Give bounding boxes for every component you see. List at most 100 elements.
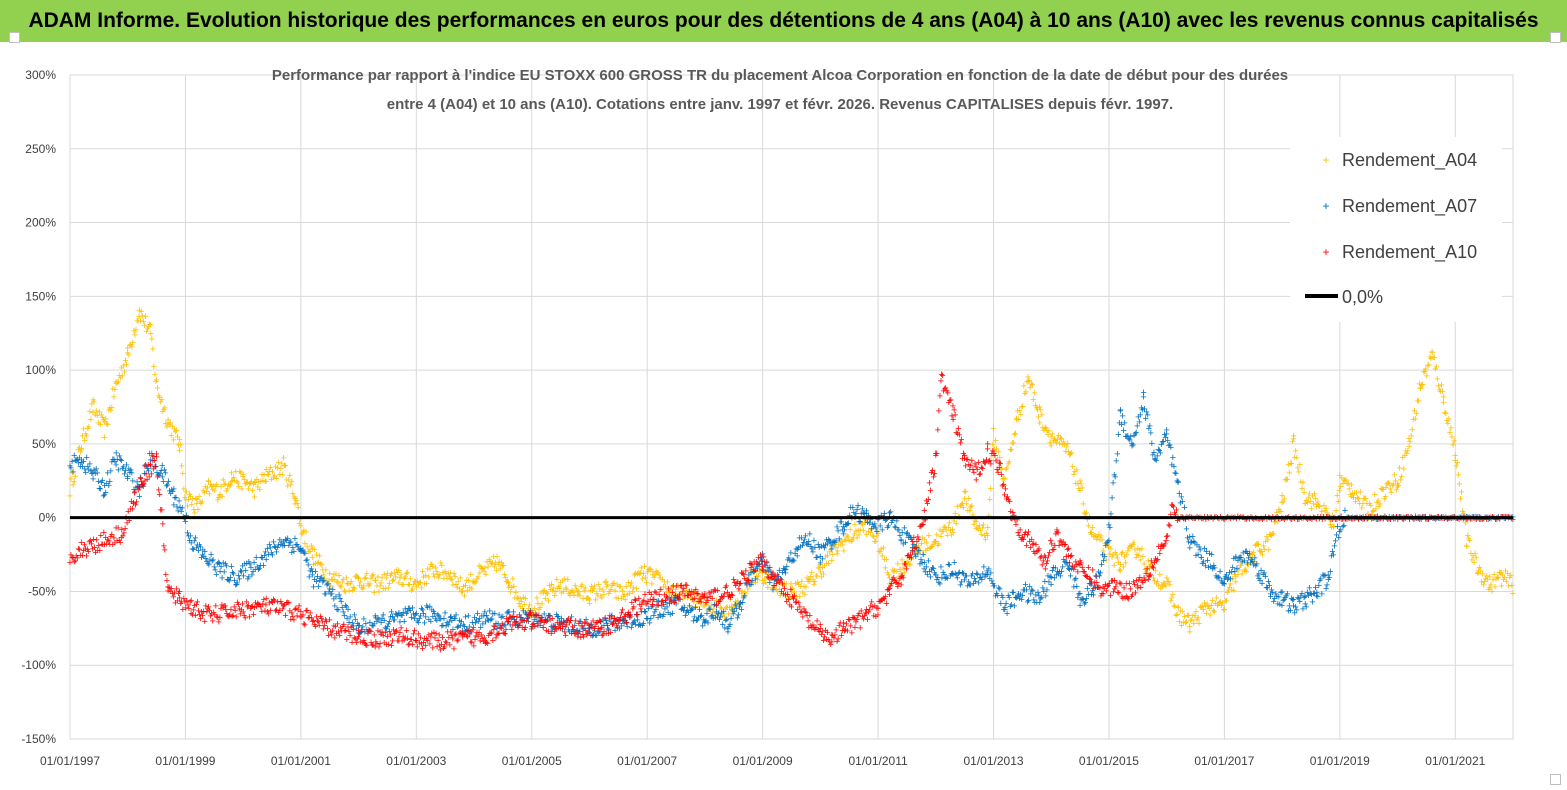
data-point: +	[620, 591, 626, 603]
data-point: +	[969, 501, 975, 513]
data-point: +	[574, 586, 580, 598]
data-point: +	[497, 564, 503, 576]
data-point: +	[343, 573, 349, 585]
data-point: +	[283, 474, 289, 486]
data-point: +	[1011, 429, 1017, 441]
data-point: +	[169, 421, 175, 433]
data-point: +	[524, 607, 530, 619]
data-point: +	[228, 476, 234, 488]
data-point: +	[562, 573, 568, 585]
data-point: +	[335, 577, 341, 589]
data-point: +	[904, 560, 910, 572]
data-point: +	[487, 556, 493, 568]
series-Rendement_A04: ++++++++++++++++++++++++++++++++++++++++…	[67, 305, 1516, 639]
data-point: +	[602, 577, 608, 589]
data-point: +	[373, 575, 379, 587]
banner-title: ADAM Informe. Evolution historique des p…	[28, 9, 1538, 33]
data-point: +	[1050, 435, 1056, 447]
data-point: +	[150, 343, 156, 355]
data-point: +	[935, 424, 941, 436]
data-point: +	[398, 570, 404, 582]
data-point: +	[1013, 414, 1019, 426]
data-point: +	[275, 457, 281, 469]
data-point: +	[311, 544, 317, 556]
data-point: +	[704, 597, 710, 609]
resize-handle-bottom-right[interactable]	[1550, 774, 1561, 785]
data-point: +	[595, 590, 601, 602]
data-point: +	[658, 584, 664, 596]
data-point: +	[225, 479, 231, 491]
data-point: +	[210, 481, 216, 493]
data-point: +	[107, 403, 113, 415]
data-point: +	[365, 579, 371, 591]
data-point: +	[565, 574, 571, 586]
data-point: +	[949, 524, 955, 536]
data-point: +	[875, 528, 881, 540]
data-point: +	[1001, 473, 1007, 485]
data-point: +	[707, 604, 713, 616]
data-point: +	[141, 320, 147, 332]
data-point: +	[174, 432, 180, 444]
data-point: +	[682, 591, 688, 603]
data-point: +	[696, 591, 702, 603]
data-point: +	[338, 582, 344, 594]
data-point: +	[758, 564, 764, 576]
data-point: +	[99, 412, 105, 424]
data-point: +	[670, 590, 676, 602]
data-point: +	[371, 587, 377, 599]
data-point: +	[871, 531, 877, 543]
data-point: +	[636, 569, 642, 581]
data-point: +	[544, 588, 550, 600]
data-point: +	[641, 561, 647, 573]
resize-handle-top-right[interactable]	[1550, 32, 1561, 43]
data-point: +	[847, 524, 853, 536]
data-point: +	[633, 583, 639, 595]
data-point: +	[455, 576, 461, 588]
resize-handle-top-left[interactable]	[9, 32, 20, 43]
data-point: +	[355, 573, 361, 585]
data-point: +	[124, 343, 130, 355]
data-point: +	[558, 587, 564, 599]
data-point: +	[708, 600, 714, 612]
data-point: +	[241, 474, 247, 486]
data-point: +	[356, 580, 362, 592]
data-point: +	[405, 579, 411, 591]
data-point: +	[745, 583, 751, 595]
data-point: +	[270, 472, 276, 484]
data-point: +	[616, 581, 622, 593]
data-point: +	[394, 567, 400, 579]
data-point: +	[457, 573, 463, 585]
data-point: +	[176, 434, 182, 446]
data-point: +	[170, 435, 176, 447]
data-point: +	[953, 518, 959, 530]
data-point: +	[352, 572, 358, 584]
data-point: +	[226, 480, 232, 492]
data-point: +	[378, 578, 384, 590]
data-point: +	[95, 417, 101, 429]
data-point: +	[482, 562, 488, 574]
data-point: +	[236, 481, 242, 493]
data-point: +	[539, 598, 545, 610]
data-point: +	[220, 474, 226, 486]
data-point: +	[578, 581, 584, 593]
data-point: +	[891, 566, 897, 578]
data-point: +	[1297, 459, 1303, 471]
data-point: +	[204, 483, 210, 495]
data-point: +	[383, 573, 389, 585]
data-point: +	[180, 468, 186, 480]
data-point: +	[392, 572, 398, 584]
data-point: +	[778, 588, 784, 600]
data-point: +	[290, 488, 296, 500]
data-point: +	[796, 579, 802, 591]
data-point: +	[504, 576, 510, 588]
data-point: +	[189, 494, 195, 506]
data-point: +	[422, 570, 428, 582]
data-point: +	[98, 409, 104, 421]
data-point: +	[627, 580, 633, 592]
data-point: +	[568, 587, 574, 599]
data-point: +	[878, 544, 884, 556]
data-point: +	[130, 337, 136, 349]
data-point: +	[1008, 445, 1014, 457]
data-point: +	[467, 582, 473, 594]
data-point: +	[898, 568, 904, 580]
